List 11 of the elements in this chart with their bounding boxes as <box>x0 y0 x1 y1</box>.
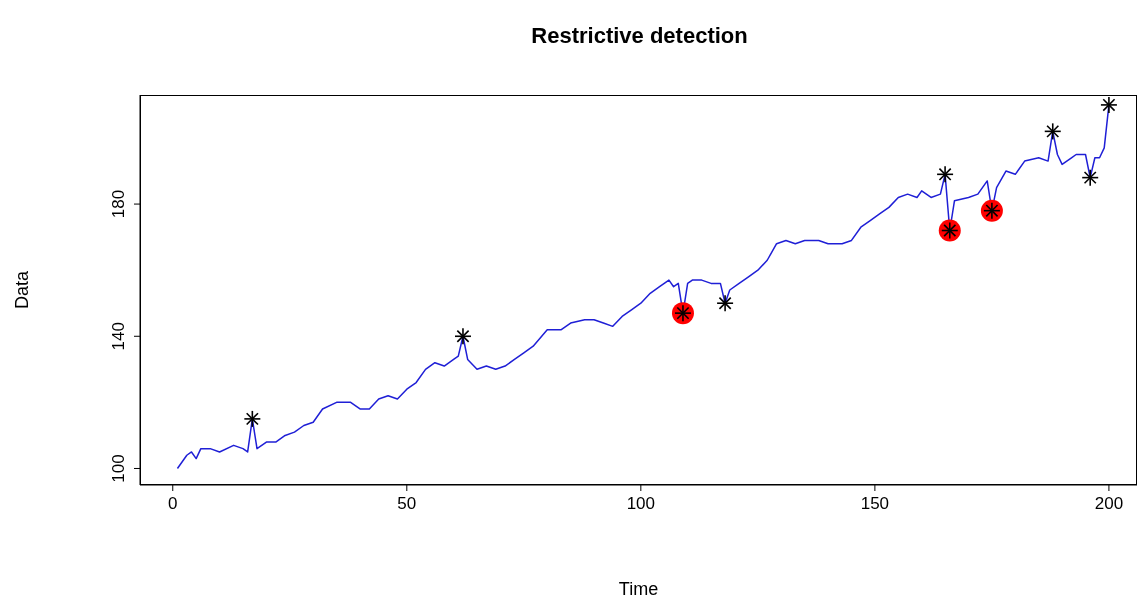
y-tick-label: 140 <box>109 322 128 351</box>
x-tick-label: 50 <box>397 494 417 514</box>
y-tick-label: 180 <box>109 189 128 219</box>
x-axis-title: Time <box>618 579 659 599</box>
x-tick-label: 0 <box>168 494 178 514</box>
x-tick-label: 150 <box>860 494 890 514</box>
y-tick-label: 100 <box>109 454 128 483</box>
x-tick-label: 200 <box>1094 494 1124 514</box>
x-tick-label: 100 <box>626 494 656 514</box>
y-axis-title: Data <box>12 270 33 310</box>
chart-title: Restrictive detection <box>530 21 749 50</box>
